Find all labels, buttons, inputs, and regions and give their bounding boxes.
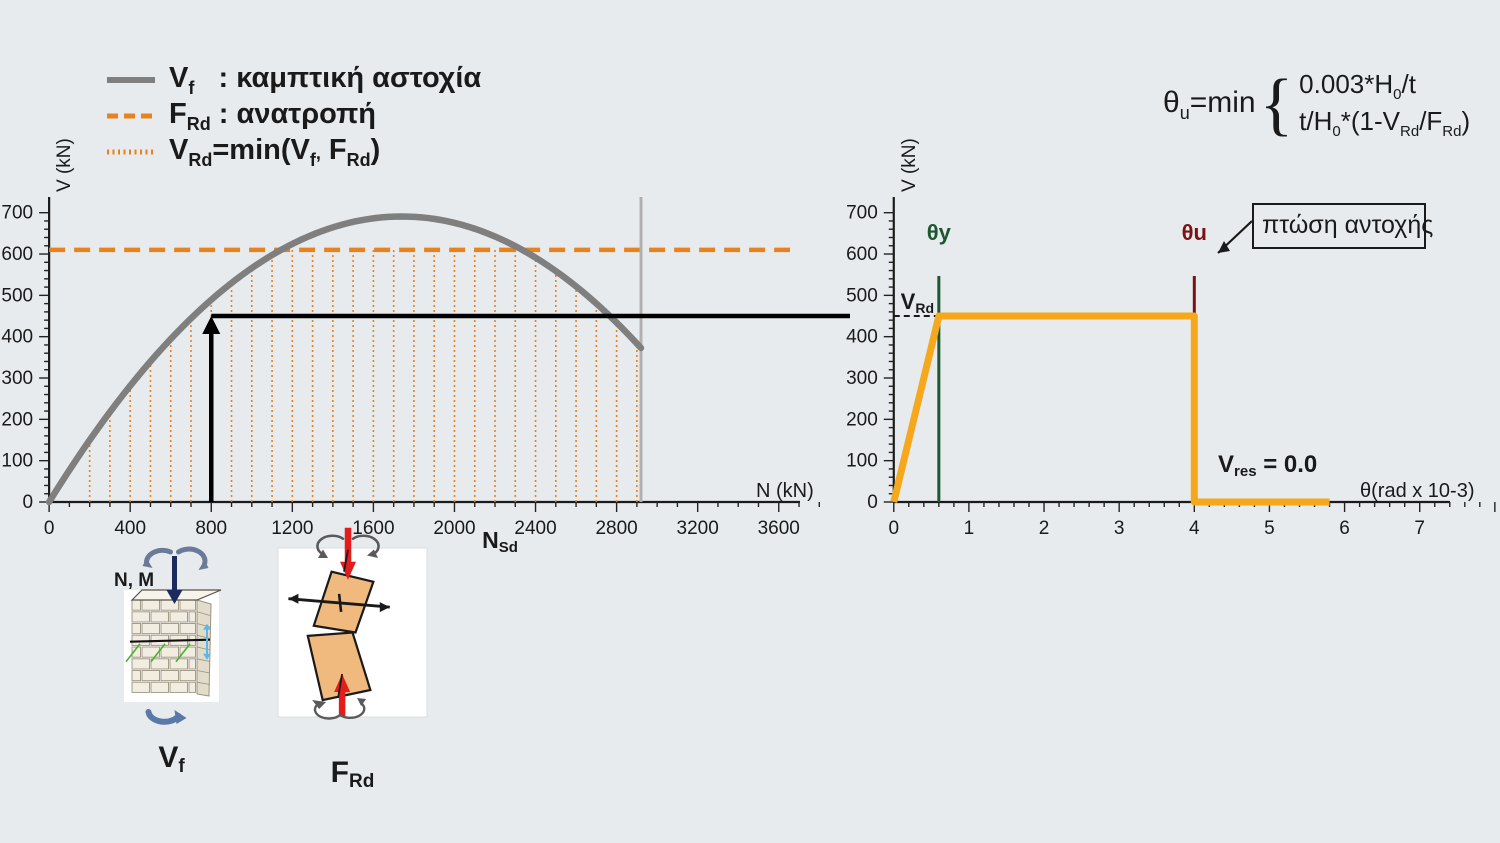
svg-text:FRd: FRd [331,756,375,792]
svg-text:N, M: N, M [114,570,154,591]
svg-text:Vf: Vf [158,741,185,777]
